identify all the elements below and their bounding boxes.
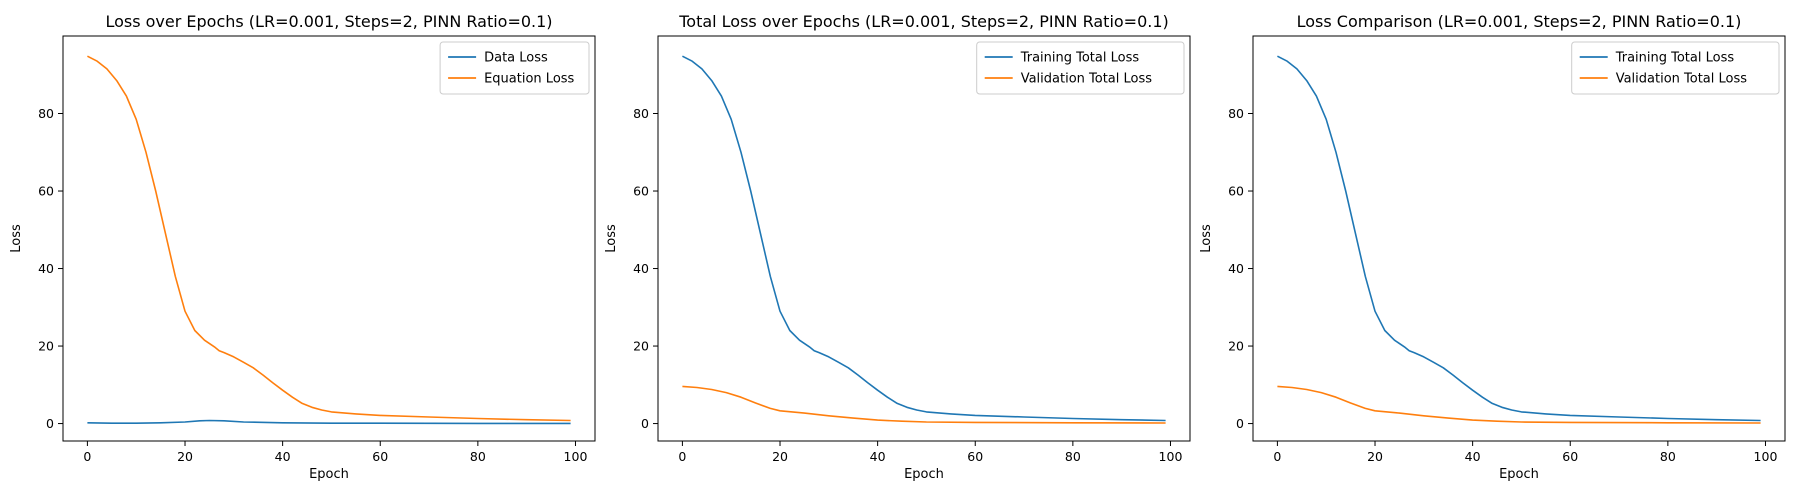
legend-label: Validation Total Loss bbox=[1021, 72, 1153, 87]
y-tick-label: 80 bbox=[1228, 106, 1244, 121]
x-tick-label: 80 bbox=[1660, 449, 1676, 464]
legend-box bbox=[976, 41, 1185, 95]
x-tick-label: 0 bbox=[83, 449, 91, 464]
x-tick-label: 20 bbox=[177, 449, 193, 464]
y-tick-label: 40 bbox=[1228, 261, 1244, 276]
series-line-1 bbox=[1277, 55, 1761, 422]
x-tick-label: 0 bbox=[678, 449, 686, 464]
x-axis-label: Epoch bbox=[309, 467, 349, 482]
y-tick-label: 40 bbox=[633, 261, 649, 276]
y-tick-label: 80 bbox=[633, 106, 649, 121]
series-line-1 bbox=[682, 55, 1166, 422]
x-tick-label: 0 bbox=[1273, 449, 1281, 464]
legend-box bbox=[1571, 41, 1780, 95]
x-tick-label: 100 bbox=[564, 449, 588, 464]
chart-title: Loss Comparison (LR=0.001, Steps=2, PINN… bbox=[1297, 12, 1742, 31]
chart-title: Total Loss over Epochs (LR=0.001, Steps=… bbox=[678, 12, 1169, 31]
x-tick-label: 40 bbox=[275, 449, 291, 464]
series-line-1 bbox=[87, 419, 571, 425]
series-line-2 bbox=[682, 385, 1166, 424]
y-tick-label: 60 bbox=[633, 184, 649, 199]
x-tick-label: 20 bbox=[772, 449, 788, 464]
x-tick-label: 80 bbox=[470, 449, 486, 464]
legend-label: Data Loss bbox=[484, 51, 548, 66]
legend: Data Loss Equation Loss bbox=[439, 41, 590, 95]
legend: Training Total Loss Validation Total Loss bbox=[1571, 41, 1780, 95]
x-tick-label: 100 bbox=[1159, 449, 1183, 464]
x-tick-label: 20 bbox=[1367, 449, 1383, 464]
legend-box bbox=[439, 41, 590, 95]
y-tick-label: 60 bbox=[38, 184, 54, 199]
legend-label: Training Total Loss bbox=[1020, 51, 1140, 66]
x-tick-label: 60 bbox=[372, 449, 388, 464]
x-tick-label: 40 bbox=[1465, 449, 1481, 464]
legend: Training Total Loss Validation Total Loss bbox=[976, 41, 1185, 95]
chart-panel-3: Loss Comparison (LR=0.001, Steps=2, PINN… bbox=[1199, 12, 1786, 482]
chart-title: Loss over Epochs (LR=0.001, Steps=2, PIN… bbox=[105, 12, 552, 31]
legend-label: Equation Loss bbox=[484, 72, 574, 87]
y-tick-label: 0 bbox=[46, 416, 54, 431]
y-axis-label: Loss bbox=[9, 224, 24, 253]
legend-label: Training Total Loss bbox=[1615, 51, 1735, 66]
y-tick-label: 80 bbox=[38, 106, 54, 121]
y-tick-label: 60 bbox=[1228, 184, 1244, 199]
series-line-2 bbox=[87, 55, 571, 422]
y-tick-label: 20 bbox=[633, 339, 649, 354]
legend-label: Validation Total Loss bbox=[1616, 72, 1748, 87]
x-axis-label: Epoch bbox=[904, 467, 944, 482]
x-tick-label: 80 bbox=[1065, 449, 1081, 464]
series-line-2 bbox=[1277, 385, 1761, 424]
chart-panel-1: Loss over Epochs (LR=0.001, Steps=2, PIN… bbox=[9, 12, 596, 482]
y-tick-label: 20 bbox=[1228, 339, 1244, 354]
chart-panel-2: Total Loss over Epochs (LR=0.001, Steps=… bbox=[604, 12, 1191, 482]
y-axis-label: Loss bbox=[604, 224, 619, 253]
axes-frame bbox=[657, 35, 1191, 442]
y-tick-label: 0 bbox=[641, 416, 649, 431]
x-tick-label: 40 bbox=[870, 449, 886, 464]
x-axis-label: Epoch bbox=[1499, 467, 1539, 482]
x-tick-label: 60 bbox=[967, 449, 983, 464]
y-axis-label: Loss bbox=[1199, 224, 1214, 253]
axes-frame bbox=[1252, 35, 1786, 442]
y-tick-label: 0 bbox=[1236, 416, 1244, 431]
axes-frame bbox=[62, 35, 596, 442]
y-tick-label: 20 bbox=[38, 339, 54, 354]
y-tick-label: 40 bbox=[38, 261, 54, 276]
x-tick-label: 100 bbox=[1754, 449, 1778, 464]
x-tick-label: 60 bbox=[1562, 449, 1578, 464]
